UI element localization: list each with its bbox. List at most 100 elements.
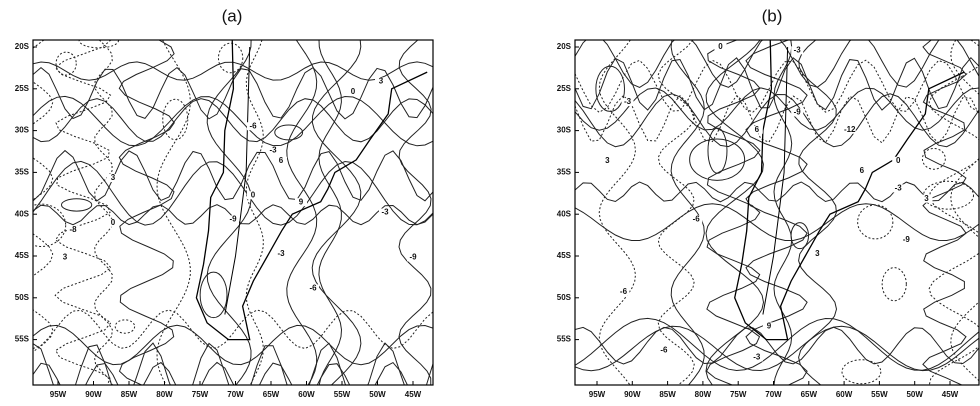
contour-loop (707, 127, 728, 174)
contour-loop (217, 42, 244, 74)
label-bg (892, 184, 905, 193)
contour-label: -8 (69, 225, 77, 234)
label-bg (750, 353, 763, 362)
contour-label: -12 (844, 125, 856, 134)
lat-label: 40S (15, 209, 30, 218)
contour-line (745, 40, 808, 385)
lon-label: 55W (871, 390, 888, 399)
label-bg (67, 225, 79, 234)
lon-label: 65W (801, 390, 818, 399)
label-bg (247, 122, 259, 131)
contour-label: -9 (794, 108, 802, 117)
contour-line (93, 40, 113, 385)
contour-label: 3 (815, 249, 820, 258)
contour-label: -6 (309, 284, 317, 293)
label-bg (690, 215, 703, 224)
contour-label: 9 (299, 197, 304, 206)
lon-label: 80W (156, 390, 173, 399)
lon-label: 60W (298, 390, 315, 399)
label-bg (621, 98, 634, 107)
lat-label: 45S (557, 251, 572, 260)
contour-label: -6 (620, 287, 628, 296)
label-bg (750, 125, 763, 134)
contour-loop (857, 204, 894, 240)
contour-line (33, 160, 433, 226)
contour-label: -3 (381, 208, 389, 217)
contour-line (928, 40, 979, 385)
contour-label: -6 (660, 346, 668, 355)
contour-label: 0 (251, 190, 256, 199)
contour-label: -3 (269, 146, 277, 155)
contour-label: 6 (860, 166, 865, 175)
lon-label: 70W (227, 390, 244, 399)
lon-label: 50W (906, 390, 923, 399)
contour-label: 0 (718, 42, 723, 51)
lat-label: 20S (557, 42, 572, 51)
contour-line (286, 40, 318, 385)
contour-line (575, 40, 979, 88)
lon-label: 80W (695, 390, 712, 399)
contour-label: 3 (111, 173, 116, 182)
contour-loop (114, 319, 136, 334)
lon-label: 85W (659, 390, 676, 399)
lon-label: 90W (85, 390, 102, 399)
border (224, 46, 251, 315)
label-bg (275, 249, 287, 258)
coastline (195, 40, 428, 341)
contour-line (33, 149, 433, 202)
label-bg (791, 46, 804, 55)
contour-label: -3 (624, 97, 632, 106)
contour-label: -9 (409, 252, 417, 261)
lon-label: 70W (765, 390, 782, 399)
contour-line (206, 40, 252, 385)
lon-label: 95W (589, 390, 606, 399)
contour-line (705, 40, 761, 385)
label-bg (920, 194, 933, 203)
lon-label: 90W (624, 390, 641, 399)
contour-line (575, 56, 979, 111)
lon-label: 45W (405, 390, 422, 399)
lon-label: 75W (192, 390, 209, 399)
lon-label: 95W (50, 390, 67, 399)
contour-line (575, 326, 979, 365)
contour-label: -3 (753, 353, 761, 362)
lat-label: 20S (15, 42, 30, 51)
label-bg (657, 346, 670, 355)
contour-line (922, 40, 967, 385)
contour-label: 3 (605, 156, 610, 165)
label-bg (379, 208, 391, 217)
label-bg (375, 77, 387, 86)
label-bg (227, 215, 239, 224)
contour-loop (923, 180, 975, 210)
contour-line (705, 40, 765, 385)
contour-label: -3 (895, 183, 903, 192)
label-bg (407, 253, 419, 262)
lon-label: 60W (836, 390, 853, 399)
contour-label: -3 (794, 45, 802, 54)
contour-line (657, 40, 695, 385)
map-frame (574, 39, 980, 386)
label-bg (307, 284, 319, 293)
contour-label: -6 (693, 215, 701, 224)
contour-line (798, 40, 838, 385)
contour-label: 0 (896, 156, 901, 165)
label-bg (107, 218, 119, 227)
contour-label: -9 (903, 235, 911, 244)
lat-label: 35S (15, 168, 30, 177)
contour-line (575, 325, 979, 372)
contour-loop (60, 198, 93, 212)
label-bg (843, 125, 856, 134)
contour-loop (595, 65, 625, 112)
contour-line (54, 40, 112, 385)
lon-label: 75W (730, 390, 747, 399)
lat-label: 55S (557, 335, 572, 344)
label-bg (892, 156, 905, 165)
label-bg (347, 87, 359, 96)
label-bg (275, 156, 287, 165)
lat-label: 30S (15, 126, 30, 135)
contour-loop (790, 222, 810, 250)
lon-label: 50W (369, 390, 386, 399)
lat-label: 25S (15, 84, 30, 93)
contour-line (575, 87, 979, 131)
lon-label: 85W (121, 390, 138, 399)
